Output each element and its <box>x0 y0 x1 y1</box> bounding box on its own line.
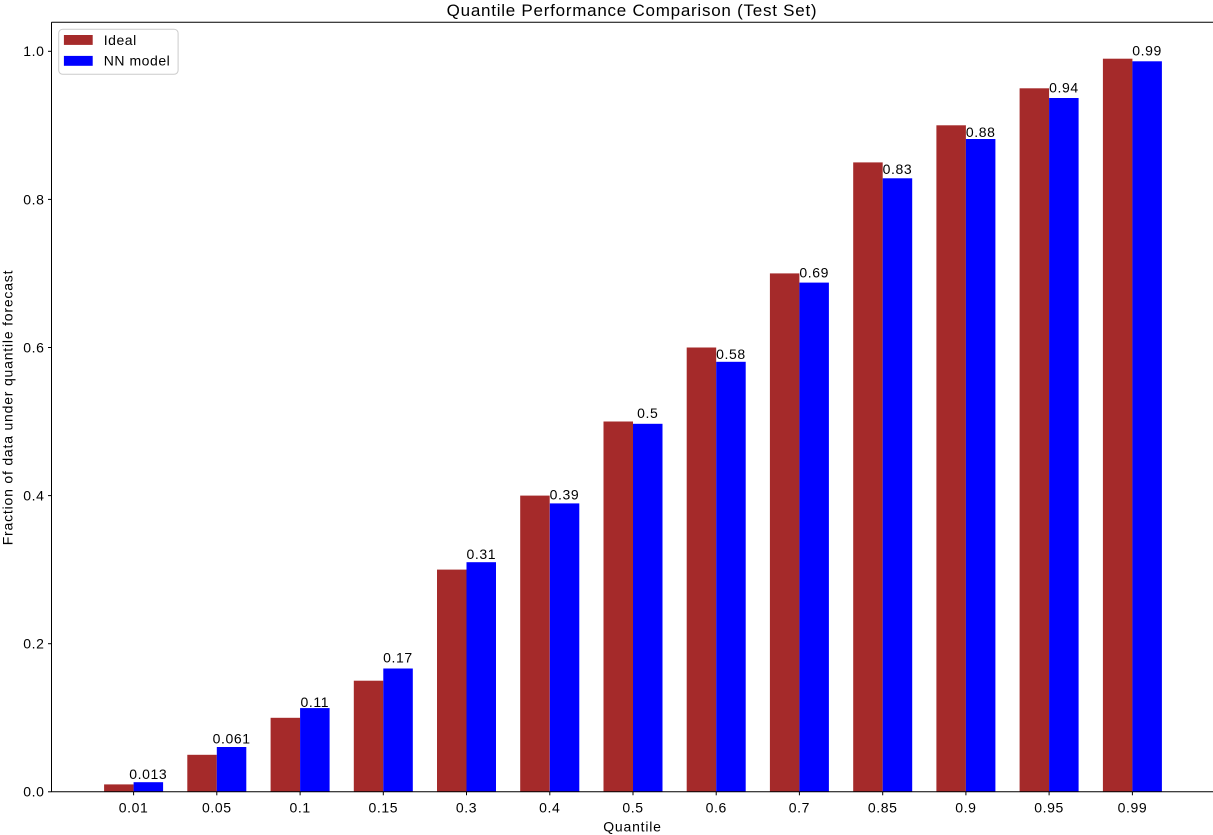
svg-text:0.05: 0.05 <box>202 800 232 816</box>
svg-text:0.39: 0.39 <box>550 487 580 503</box>
svg-text:0.061: 0.061 <box>213 730 251 746</box>
svg-text:0.15: 0.15 <box>368 800 398 816</box>
svg-text:0.3: 0.3 <box>456 800 477 816</box>
svg-text:0.58: 0.58 <box>716 346 746 362</box>
svg-text:0.9: 0.9 <box>955 800 976 816</box>
svg-text:0.1: 0.1 <box>289 800 310 816</box>
svg-text:0.01: 0.01 <box>119 800 149 816</box>
svg-text:0.7: 0.7 <box>789 800 810 816</box>
svg-text:0.17: 0.17 <box>383 650 413 666</box>
svg-text:0.94: 0.94 <box>1049 79 1079 95</box>
svg-text:0.11: 0.11 <box>300 694 329 710</box>
svg-text:0.8: 0.8 <box>23 191 44 207</box>
svg-text:0.2: 0.2 <box>23 636 44 652</box>
svg-text:Ideal: Ideal <box>104 32 137 48</box>
svg-text:0.013: 0.013 <box>129 766 167 782</box>
svg-text:0.69: 0.69 <box>799 265 829 281</box>
svg-text:0.95: 0.95 <box>1034 800 1064 816</box>
svg-text:0.99: 0.99 <box>1132 42 1162 58</box>
svg-text:Fraction of data under quantil: Fraction of data under quantile forecast <box>0 270 16 546</box>
svg-text:0.4: 0.4 <box>23 488 44 504</box>
svg-text:0.0: 0.0 <box>23 784 44 800</box>
svg-text:0.4: 0.4 <box>539 800 560 816</box>
svg-text:0.5: 0.5 <box>622 800 643 816</box>
svg-text:0.99: 0.99 <box>1118 800 1148 816</box>
svg-text:0.6: 0.6 <box>23 339 44 355</box>
svg-text:0.31: 0.31 <box>466 546 496 562</box>
svg-text:1.0: 1.0 <box>23 43 44 59</box>
svg-text:Quantile Performance Compariso: Quantile Performance Comparison (Test Se… <box>447 1 818 20</box>
svg-text:0.83: 0.83 <box>883 161 913 177</box>
svg-text:0.88: 0.88 <box>966 124 996 140</box>
svg-text:Quantile: Quantile <box>603 818 662 834</box>
svg-text:0.6: 0.6 <box>706 800 727 816</box>
svg-text:0.85: 0.85 <box>868 800 898 816</box>
svg-text:NN model: NN model <box>104 53 171 69</box>
svg-text:0.5: 0.5 <box>637 405 658 421</box>
